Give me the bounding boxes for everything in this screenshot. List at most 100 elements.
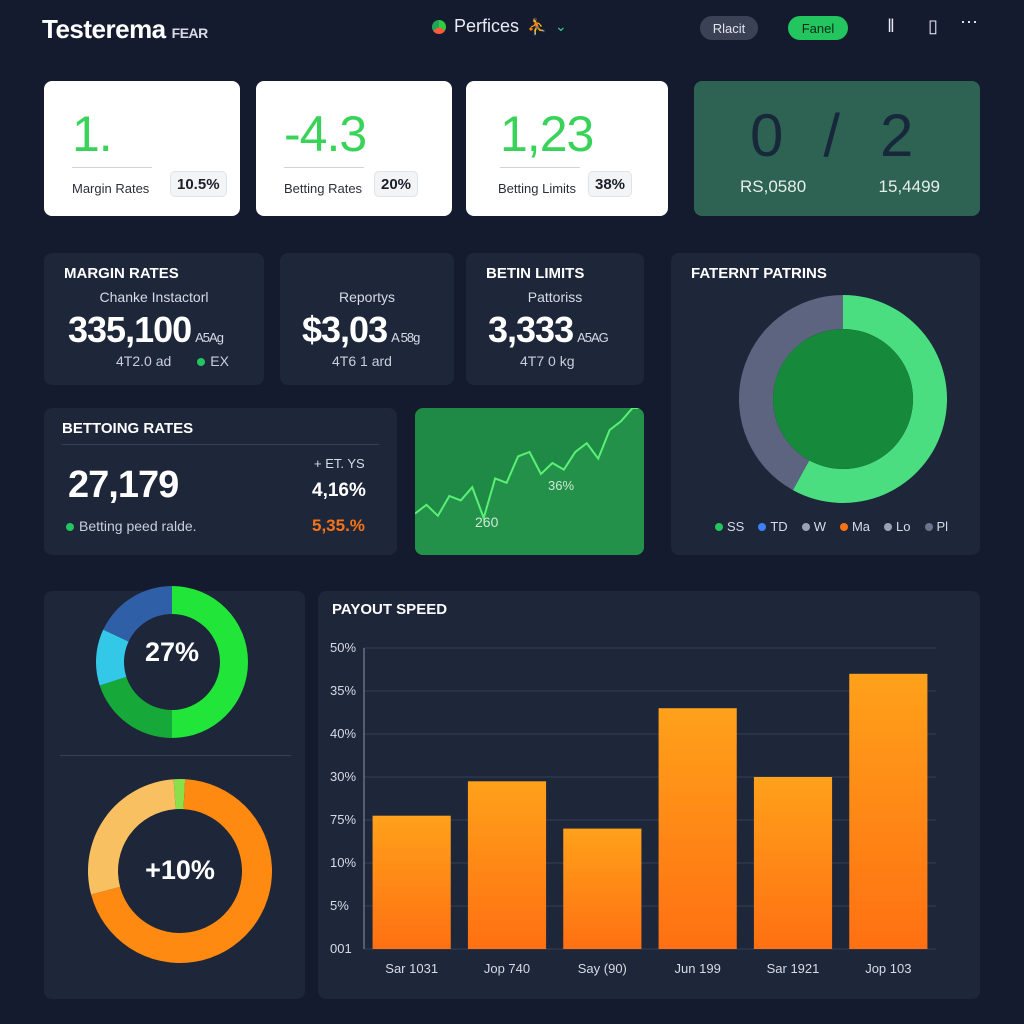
summary-right-number: 15,4499 — [878, 177, 940, 196]
summary-card-green: 0 / 2 RS,0580 15,4499 — [694, 81, 980, 216]
kpi-percent-badge: 20% — [374, 171, 419, 197]
more-options-icon[interactable]: ⋯ — [960, 12, 978, 32]
workspace-switcher[interactable]: Perfices ⛹ ⌄ — [432, 16, 567, 37]
small-donut-slice-1 — [99, 676, 172, 738]
kpi-value: -4.3 — [284, 106, 367, 162]
betting-footer: Betting peed ralde. — [66, 518, 197, 534]
patterns-donut-chart — [739, 295, 947, 503]
secondary-pill-button[interactable]: Rlacit — [700, 16, 758, 40]
betting-change: 5,35.% — [312, 516, 365, 535]
legend-dot-icon — [801, 522, 810, 531]
patterns-card: FATERNT PATRINS SS TD W Ma Lo Pl — [671, 253, 980, 555]
betting-right-value: 4,16% — [312, 480, 366, 501]
runner-icon: ⛹ — [527, 18, 547, 36]
bar-4 — [753, 777, 833, 949]
x-tick-label: Sar 1031 — [385, 961, 438, 976]
card-title: MARGIN RATES — [64, 265, 179, 282]
small-donut-label: 27% — [144, 637, 200, 667]
brand-suffix: FEAR — [171, 25, 209, 41]
kpi-label: Margin Rates — [72, 181, 150, 196]
legend-label: SS — [727, 519, 745, 534]
bar-0 — [372, 815, 451, 949]
card-value: $3,03 A 58g — [302, 309, 420, 351]
legend-label: Lo — [896, 519, 911, 534]
chevron-down-icon[interactable]: ⌄ — [554, 18, 567, 34]
payout-bar-chart: 50% 35% 40% 30% 75% 10% 5% 001 Sar 1031 Jop 740 S… — [330, 640, 936, 976]
small-donut-slice-3 — [103, 586, 172, 642]
y-tick-label: 75% — [330, 812, 356, 827]
small-donut-chart — [96, 586, 248, 738]
betting-right-label: + ET. YS — [314, 456, 365, 471]
legend-dot-icon — [758, 522, 767, 531]
card-footer-extra: EX — [210, 353, 229, 369]
legend-label: W — [813, 519, 826, 534]
sparkline-chart — [415, 408, 644, 555]
kpi-label: Betting Limits — [498, 181, 577, 196]
divider — [72, 167, 152, 168]
status-dot-icon — [197, 358, 206, 366]
betting-value: 27,179 — [68, 464, 179, 506]
card-number: 3,333 — [488, 309, 574, 350]
small-donut-slice-0 — [172, 586, 248, 738]
card-number: $3,03 — [302, 309, 388, 350]
card-title: FATERNT PATRINS — [691, 265, 827, 282]
sparkline-label: 260 — [475, 514, 499, 530]
patterns-legend: SS TD W Ma Lo Pl — [715, 519, 948, 534]
sparkline-label: 36% — [548, 478, 575, 493]
kpi-card-betting-rates: -4.3 Betting Rates 20% — [256, 81, 452, 216]
kpi-margin-rates-card: MARGIN RATES Chanke Instactorl 335,100 A5… — [44, 253, 264, 385]
chart-title: PAYOUT SPEED — [332, 601, 448, 618]
bar-3 — [658, 708, 737, 949]
legend-label: Pl — [936, 519, 949, 534]
columns-icon[interactable]: ‖ — [887, 16, 895, 36]
y-tick-label: 10% — [330, 855, 356, 870]
x-tick-label: Jop 740 — [484, 961, 530, 976]
legend-dot-icon — [884, 522, 893, 531]
legend-dot-icon — [924, 522, 933, 531]
pattern-donut-slice-0 — [792, 295, 947, 503]
kpi-card-betting-limits: 1,23 Betting Limits 38% — [466, 81, 668, 216]
card-title: BETTOING RATES — [62, 420, 194, 437]
legend-item: Pl — [924, 519, 949, 534]
divider — [62, 444, 379, 445]
card-unit: A5Ag — [195, 330, 224, 345]
card-footer-text: 4T2.0 ad — [116, 353, 172, 369]
bar-1 — [467, 781, 547, 949]
summary-digit-right: 2 — [880, 102, 916, 169]
legend-item: W — [801, 519, 826, 534]
card-value: 3,333 A5AG — [488, 309, 609, 351]
large-donut-slice-0 — [173, 779, 186, 810]
sparkline-line — [415, 408, 644, 522]
bar-2 — [563, 828, 642, 949]
workspace-label: Perfices — [454, 16, 520, 36]
legend-dot-icon — [715, 522, 723, 531]
betting-footer-text: Betting peed ralde. — [79, 518, 197, 534]
large-donut-chart — [88, 779, 273, 963]
window-icon[interactable]: ▯ — [928, 16, 938, 36]
card-number: 335,100 — [68, 309, 192, 350]
brand-name: Testerema — [42, 14, 166, 44]
kpi-value: 1. — [72, 106, 113, 162]
betting-rates-card: BETTOING RATES 27,179 + ET. YS 4,16% Bet… — [44, 408, 397, 555]
y-tick-label: 5% — [330, 898, 349, 913]
summary-separator: / — [823, 102, 843, 169]
legend-item: TD — [758, 519, 788, 534]
kpi-percent-badge: 38% — [588, 171, 633, 197]
y-tick-label: 40% — [330, 726, 356, 741]
card-footer: 4T2.0 ad EX — [116, 353, 229, 369]
legend-item: SS — [715, 519, 744, 534]
brand-title: Testerema FEAR — [42, 14, 208, 45]
y-tick-label: 50% — [330, 640, 356, 655]
donut-center — [773, 329, 913, 469]
kpi-value: 1,23 — [500, 106, 594, 162]
kpi-reports-card: Reportys $3,03 A 58g 4T6 1 ard — [280, 253, 454, 385]
card-unit: A5AG — [577, 330, 609, 345]
x-tick-label: Say (90) — [578, 961, 627, 976]
legend-label: Ma — [851, 519, 871, 534]
y-tick-label: 001 — [330, 941, 352, 956]
divider — [284, 167, 364, 168]
app-logo-icon — [432, 19, 446, 34]
primary-pill-button[interactable]: Fanel — [788, 16, 848, 40]
kpi-betting-limits-card: BETIN LIMITS Pattoriss 3,333 A5AG 4T7 0 k… — [466, 253, 644, 385]
summary-digit-left: 0 — [750, 102, 786, 169]
